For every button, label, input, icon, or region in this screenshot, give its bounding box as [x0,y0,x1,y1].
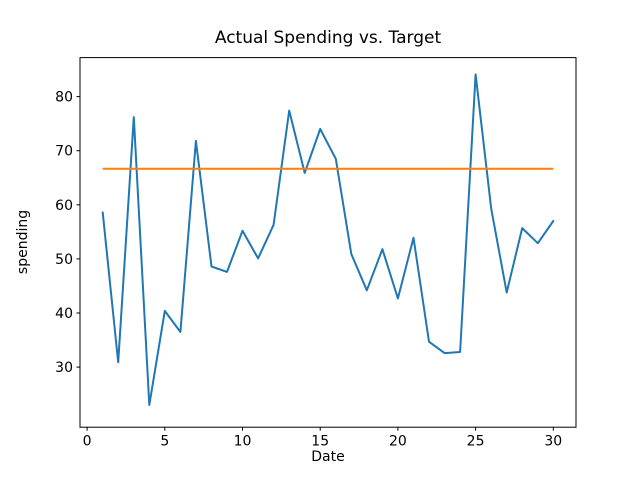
x-axis-label: Date [311,449,345,465]
y-tick-label: 50 [55,252,73,268]
x-tick-label: 30 [544,434,562,450]
x-tick-label: 15 [311,434,329,450]
y-tick-label: 60 [55,198,73,214]
y-axis-label-container: spending [8,57,38,427]
y-tick-label: 30 [55,360,73,376]
x-tick-label: 20 [389,434,407,450]
y-tick-label: 40 [55,306,73,322]
y-tick-label: 80 [55,90,73,106]
y-tick-label: 70 [55,144,73,160]
plot-border [79,57,577,428]
chart-title: Actual Spending vs. Target [214,28,442,48]
y-axis-label: spending [15,209,32,275]
series-actual-spending [101,73,555,406]
x-tick-label: 10 [234,434,252,450]
x-tick-label: 0 [83,434,92,450]
x-tick-label: 5 [160,434,169,450]
x-tick-label: 25 [467,434,485,450]
